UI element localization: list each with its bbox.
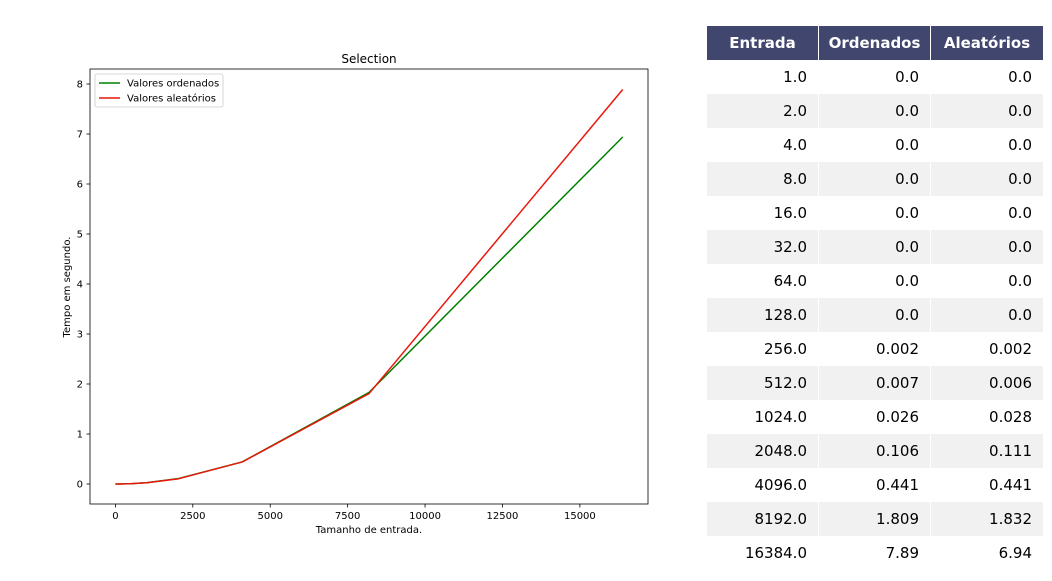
legend: Valores ordenados Valores aleatórios	[94, 73, 224, 108]
table-row: 8192.0 1.809 1.832	[707, 502, 1043, 536]
table-row: 4.0 0.0 0.0	[707, 128, 1043, 162]
cell-aleatorios: 0.0	[1008, 136, 1032, 154]
cell-aleatorios: 0.0	[931, 298, 1043, 332]
y-axis-label: Tempo em segundo.	[62, 237, 73, 339]
cell-aleatorios: 0.0	[1008, 204, 1032, 222]
cell-entrada: 32.0	[707, 230, 819, 264]
cell-entrada: 2048.0	[707, 434, 819, 468]
table-row: 16.0 0.0 0.0	[707, 196, 1043, 230]
cell-entrada: 8.0	[707, 162, 819, 196]
table-row: 1.0 0.0 0.0	[707, 60, 1043, 94]
cell-aleatorios: 0.441	[989, 476, 1032, 494]
header-entrada: Entrada	[707, 26, 819, 60]
x-tick-label: 0	[112, 511, 118, 522]
table-row: 2048.0 0.106 0.111	[707, 434, 1043, 468]
cell-aleatorios: 0.0	[931, 230, 1043, 264]
cell-entrada: 16.0	[707, 196, 819, 230]
results-table: Entrada Ordenados Aleatórios 1.0 0.0 0.0 2.…	[707, 26, 1043, 570]
cell-aleatorios: 0.0	[1008, 272, 1032, 290]
table-header-row: Entrada Ordenados Aleatórios	[707, 26, 1043, 60]
x-tick-label: 5000	[257, 511, 282, 522]
x-tick-label: 2500	[180, 511, 205, 522]
header-ordenados: Ordenados	[819, 26, 931, 60]
table-row: 128.0 0.0 0.0	[707, 298, 1043, 332]
x-tick-label: 7500	[335, 511, 360, 522]
cell-entrada: 1.0	[707, 60, 819, 94]
cell-aleatorios: 0.111	[931, 434, 1043, 468]
x-tick-label: 15000	[564, 511, 596, 522]
cell-aleatorios: 0.006	[931, 366, 1043, 400]
cell-ordenados: 0.026	[819, 400, 931, 434]
table-row: 1024.0 0.026 0.028	[707, 400, 1043, 434]
cell-ordenados: 0.441	[819, 468, 931, 502]
cell-aleatorios: 6.94	[998, 544, 1032, 562]
cell-ordenados: 0.0	[819, 60, 931, 94]
cell-entrada: 16384.0	[707, 536, 819, 570]
cell-aleatorios: 0.002	[989, 340, 1032, 358]
cell-entrada: 128.0	[707, 298, 819, 332]
x-axis-label: Tamanho de entrada.	[315, 525, 422, 536]
table-row: 256.0 0.002 0.002	[707, 332, 1043, 366]
table-row: 512.0 0.007 0.006	[707, 366, 1043, 400]
cell-ordenados: 0.002	[819, 332, 931, 366]
cell-ordenados: 0.0	[819, 162, 931, 196]
table-row: 16384.0 7.89 6.94	[707, 536, 1043, 570]
cell-ordenados: 0.0	[819, 128, 931, 162]
y-tick-label: 5	[77, 230, 83, 241]
series-line-valores-ordenados	[114, 136, 624, 485]
table-row: 2.0 0.0 0.0	[707, 94, 1043, 128]
table-row: 4096.0 0.441 0.441	[707, 468, 1043, 502]
table-row: 8.0 0.0 0.0	[707, 162, 1043, 196]
cell-aleatorios: 0.0	[931, 94, 1043, 128]
cell-ordenados: 0.0	[819, 196, 931, 230]
cell-aleatorios: 1.832	[931, 502, 1043, 536]
x-tick-label: 12500	[487, 511, 519, 522]
cell-entrada: 512.0	[707, 366, 819, 400]
cell-ordenados: 0.007	[819, 366, 931, 400]
cell-entrada: 64.0	[707, 264, 819, 298]
cell-entrada: 256.0	[707, 332, 819, 366]
table-row: 32.0 0.0 0.0	[707, 230, 1043, 264]
y-tick-label: 8	[77, 80, 83, 91]
y-tick-label: 1	[77, 430, 83, 441]
plot-frame	[89, 68, 649, 505]
y-tick-label: 2	[77, 380, 83, 391]
cell-entrada: 8192.0	[707, 502, 819, 536]
cell-entrada: 1024.0	[707, 400, 819, 434]
cell-aleatorios: 0.0	[1008, 68, 1032, 86]
legend-box	[94, 73, 224, 108]
cell-entrada: 2.0	[707, 94, 819, 128]
cell-ordenados: 0.0	[819, 230, 931, 264]
y-tick-label: 7	[77, 130, 83, 141]
y-tick-label: 4	[77, 280, 83, 291]
y-tick-label: 0	[77, 480, 83, 491]
cell-ordenados: 0.0	[819, 264, 931, 298]
y-tick-label: 3	[77, 330, 83, 341]
cell-ordenados: 7.89	[819, 536, 931, 570]
x-tick-label: 10000	[409, 511, 441, 522]
cell-aleatorios: 0.028	[989, 408, 1032, 426]
cell-entrada: 4.0	[707, 128, 819, 162]
line-chart: Selection 0 2500 5000 7500 10000 12500 15000 0 1…	[62, 52, 649, 536]
cell-ordenados: 0.0	[819, 94, 931, 128]
chart-title: Selection	[341, 52, 396, 66]
legend-label-valores-ordenados: Valores ordenados	[127, 79, 219, 90]
cell-ordenados: 0.0	[819, 298, 931, 332]
cell-entrada: 4096.0	[707, 468, 819, 502]
cell-ordenados: 0.106	[819, 434, 931, 468]
cell-aleatorios: 0.0	[931, 162, 1043, 196]
cell-ordenados: 1.809	[819, 502, 931, 536]
series-line-valores-aleatorios	[114, 89, 624, 485]
legend-label-valores-aleatorios: Valores aleatórios	[127, 93, 216, 105]
y-tick-label: 6	[77, 180, 83, 191]
table-row: 64.0 0.0 0.0	[707, 264, 1043, 298]
header-aleatorios: Aleatórios	[931, 26, 1043, 60]
